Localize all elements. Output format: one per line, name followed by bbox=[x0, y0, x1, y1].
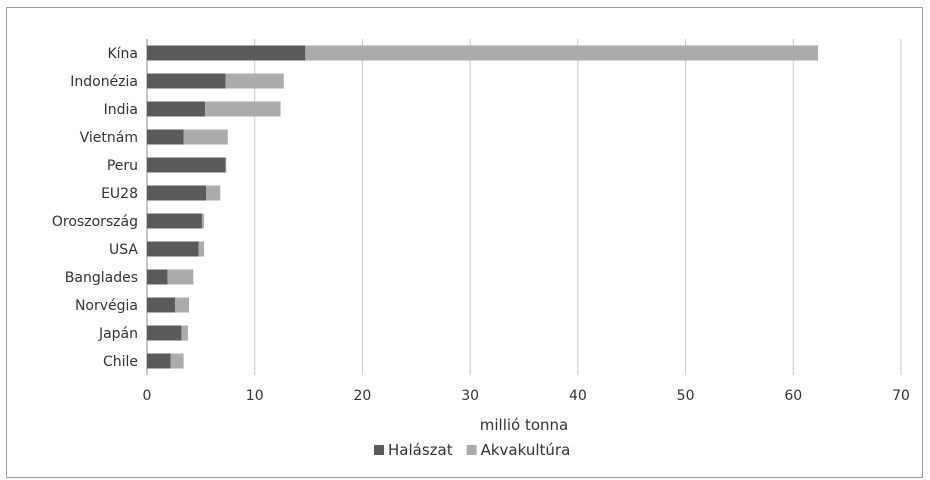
x-tick-labels: 0 10 20 30 40 50 60 70 bbox=[143, 388, 910, 404]
bar-segment-series-2 bbox=[175, 297, 190, 313]
category-label: Chile bbox=[103, 354, 138, 370]
bar-segment-series-1 bbox=[147, 325, 182, 341]
legend: Halászat Akvakultúra bbox=[374, 441, 570, 459]
bar-segment-series-1 bbox=[147, 129, 184, 145]
x-tick-label: 40 bbox=[569, 388, 587, 404]
bar-segment-series-1 bbox=[147, 241, 199, 257]
x-tick-label: 10 bbox=[246, 388, 264, 404]
category-labels: Kína Indonézia India Vietnám Peru EU28 Oroszor… bbox=[52, 46, 139, 370]
x-tick-label: 0 bbox=[143, 388, 152, 404]
bar-segment-series-1 bbox=[147, 45, 306, 61]
bar-segment-series-2 bbox=[305, 45, 819, 61]
bar-segment-series-2 bbox=[170, 353, 184, 369]
category-label: Oroszország bbox=[52, 214, 138, 230]
category-label: USA bbox=[109, 242, 138, 258]
category-label: India bbox=[104, 102, 138, 118]
bar-segment-series-2 bbox=[181, 325, 188, 341]
category-label: Kína bbox=[107, 46, 138, 62]
x-tick-label: 60 bbox=[784, 388, 802, 404]
bar-segment-series-1 bbox=[147, 353, 171, 369]
category-label: Norvégia bbox=[75, 298, 138, 314]
bar-segment-series-2 bbox=[206, 185, 221, 201]
x-tick-label: 30 bbox=[461, 388, 479, 404]
bar-segment-series-1 bbox=[147, 73, 226, 89]
bar-segment-series-2 bbox=[225, 73, 284, 89]
bar-segment-series-1 bbox=[147, 297, 176, 313]
bar-segment-series-1 bbox=[147, 101, 206, 117]
bar-segment-series-2 bbox=[183, 129, 228, 145]
x-tick-label: 70 bbox=[892, 388, 910, 404]
bar-segment-series-2 bbox=[225, 157, 227, 173]
x-axis-title: millió tonna bbox=[480, 416, 569, 434]
x-tick-label: 20 bbox=[354, 388, 372, 404]
category-label: Banglades bbox=[65, 270, 138, 286]
category-label: Vietnám bbox=[80, 130, 138, 146]
x-tick-label: 50 bbox=[677, 388, 695, 404]
legend-label: Akvakultúra bbox=[481, 441, 571, 459]
bars bbox=[147, 45, 819, 369]
category-label: EU28 bbox=[101, 186, 138, 202]
legend-swatch bbox=[374, 445, 384, 455]
legend-label: Halászat bbox=[388, 441, 453, 459]
bar-segment-series-2 bbox=[201, 213, 205, 229]
bar-segment-series-2 bbox=[205, 101, 281, 117]
bar-segment-series-1 bbox=[147, 157, 226, 173]
legend-swatch bbox=[466, 445, 477, 455]
bar-segment-series-1 bbox=[147, 269, 168, 285]
category-label: Japán bbox=[98, 326, 138, 342]
bar-segment-series-1 bbox=[147, 213, 202, 229]
category-label: Indonézia bbox=[70, 74, 138, 90]
gridlines bbox=[146, 39, 902, 375]
bar-segment-series-2 bbox=[167, 269, 194, 285]
bar-segment-series-2 bbox=[198, 241, 205, 257]
bar-segment-series-1 bbox=[147, 185, 207, 201]
category-label: Peru bbox=[107, 158, 138, 174]
